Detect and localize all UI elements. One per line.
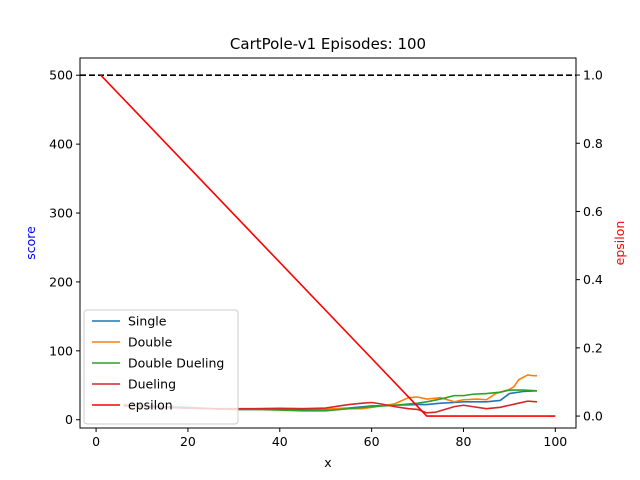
x-tick-label: 100 [543,434,567,449]
x-tick-label: 0 [92,434,100,449]
x-tick-label: 80 [456,434,472,449]
x-axis-label: x [324,455,331,470]
legend-label: epsilon [128,398,173,413]
y-left-tick-label: 100 [49,343,73,358]
y-left-tick-label: 200 [49,274,73,289]
x-tick-label: 20 [180,434,196,449]
legend-label: Double [128,335,173,350]
y-left-tick-label: 400 [49,137,73,152]
plot-area [80,74,576,417]
y-right-tick-label: 0.0 [583,409,603,424]
series-group [80,74,576,417]
y-axis-label-right: epsilon [612,221,627,266]
series-line-epsilon [100,74,556,417]
y-right-tick-label: 0.4 [583,272,603,287]
legend-box [83,309,239,425]
y-left-tick-label: 500 [49,68,73,83]
legend: Single Double Double Dueling Dueling epsilon [83,309,239,425]
legend-label: Single [128,314,167,329]
y-right-tick-label: 0.2 [583,340,603,355]
y-axis-label-left: score [23,226,38,260]
legend-label: Double Dueling [128,356,224,371]
legend-label: Dueling [128,377,176,392]
y-left-tick-label: 300 [49,206,73,221]
x-tick-label: 60 [364,434,380,449]
y-right-tick-label: 0.8 [583,136,603,151]
chart-title: CartPole-v1 Episodes: 100 [230,35,426,53]
axes-frame [79,57,577,429]
y-left-tick-label: 0 [65,412,73,427]
x-tick-label: 40 [272,434,288,449]
axis-ticks: 0 20 40 60 80 100 0 100 200 300 400 500 0.0 0.2 0.4 0.6… [49,68,603,449]
y-right-tick-label: 1.0 [583,68,603,83]
y-right-tick-label: 0.6 [583,204,603,219]
